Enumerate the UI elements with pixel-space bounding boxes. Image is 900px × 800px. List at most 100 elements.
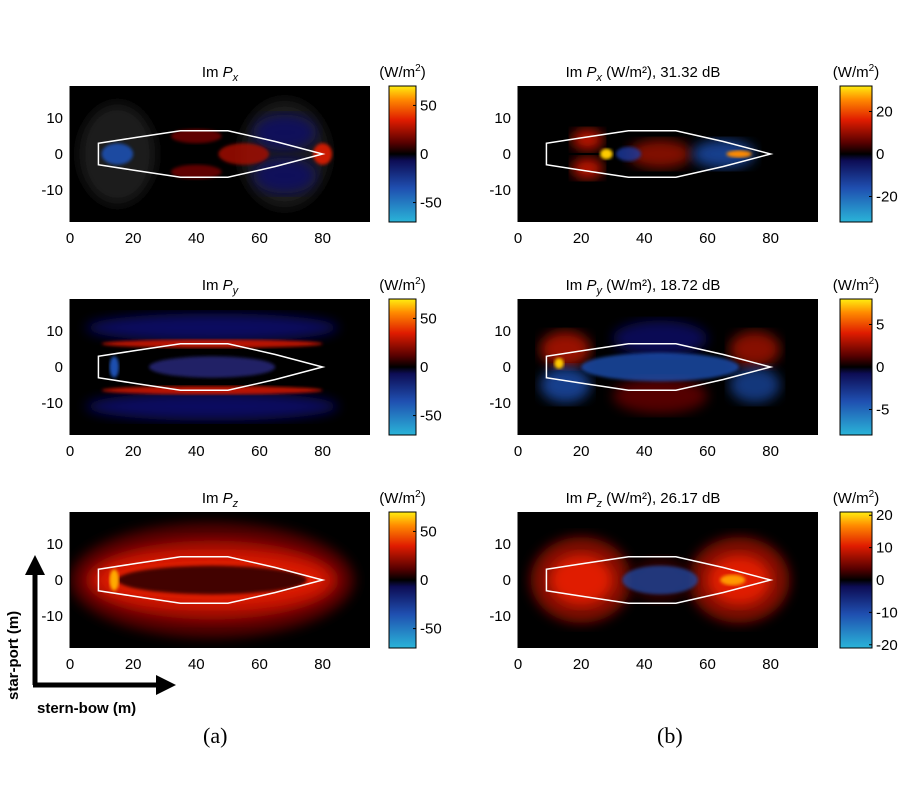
heatmap [70,299,370,435]
title-prefix: Im [202,490,223,507]
title-variable: P [223,64,233,81]
colorbar: (W/m2) 5 0 -5 [833,276,889,436]
colorbar: (W/m2) 50 0 -50 [379,276,442,436]
title-suffix: (W/m²), 18.72 dB [602,277,720,294]
field-region [571,128,604,151]
colorbar-gradient [388,511,417,649]
y-tick-label: 0 [503,146,511,163]
hull-outline [97,555,326,605]
x-tick-label: 80 [314,443,331,460]
unit-text: (W/m [833,64,869,81]
panel-title: Im Px [202,64,239,84]
unit-sup: 2 [415,63,421,74]
field-region [615,146,642,162]
x-tick-label: 20 [573,443,590,460]
field-region [540,367,591,403]
field-region [612,377,708,414]
x-tick-label: 20 [125,656,142,673]
title-subscript: z [232,498,239,510]
panel-title: Im Pz [202,490,239,510]
field-region [729,367,781,403]
x-tick-label: 40 [636,656,653,673]
colorbar-tick-label: 0 [420,359,428,376]
title-variable: P [223,490,233,507]
heatmap [518,512,818,648]
x-tick-label: 40 [636,230,653,247]
y-tick-label: 10 [494,110,511,127]
title-prefix: Im [202,277,223,294]
colorbar: (W/m2)20 10 0 -10 -20 [833,489,898,654]
y-tick-label: 10 [46,536,63,553]
unit-sup: 2 [415,276,421,287]
field-region [148,356,276,378]
x-tick-label: 40 [636,443,653,460]
colorbar-tick-label: 50 [420,310,437,327]
field-region [571,157,604,180]
x-tick-label: 40 [188,230,205,247]
colorbar-tick-label: 0 [876,359,884,376]
colorbar-tick-label: -50 [420,195,442,212]
unit-sup: 2 [869,489,875,500]
y-tick-label: 0 [55,359,63,376]
field-region [720,574,746,586]
field-region [549,554,613,606]
orientation-arrows: star-port (m) stern-bow (m) [5,555,176,717]
title-suffix: (W/m²), 31.32 dB [602,64,720,81]
field-region [109,569,119,591]
title-prefix: Im [566,64,587,81]
title-subscript: x [232,72,239,84]
x-tick-label: 0 [514,230,522,247]
colorbar-tick-label: -20 [876,637,898,654]
title-variable: P [586,490,596,507]
unit-end: ) [421,64,426,81]
y-tick-label: 10 [494,536,511,553]
panel-title: Im Px (W/m²), 31.32 dB [566,64,721,84]
colorbar-tick-label: 5 [876,317,884,334]
colorbar-tick-label: -20 [876,189,898,206]
x-tick-label: 0 [514,656,522,673]
field-region [253,157,317,194]
y-tick-label: 10 [494,323,511,340]
x-tick-label: 40 [188,656,205,673]
x-tick-label: 0 [66,443,74,460]
hull-outline [545,342,774,392]
unit-end: ) [874,64,879,81]
field-region [612,320,708,357]
unit-text: (W/m [379,490,415,507]
field-region [628,139,692,169]
x-tick-label: 80 [762,656,779,673]
colorbar-tick-label: 20 [876,507,893,524]
x-tick-label: 60 [699,230,716,247]
title-subscript: y [232,285,240,297]
panel-title: Im Py [202,277,240,297]
x-tick-label: 0 [514,443,522,460]
x-tick-label: 80 [314,656,331,673]
title-variable: P [586,64,596,81]
y-tick-label: 0 [503,572,511,589]
title-subscript: z [596,498,603,510]
heatmap [70,86,370,222]
x-tick-label: 0 [66,230,74,247]
star-port-arrow-head [25,555,45,575]
colorbar-tick-label: -10 [876,604,898,621]
field-region [85,313,339,342]
x-tick-label: 20 [573,230,590,247]
x-tick-label: 20 [125,230,142,247]
title-subscript: y [596,285,604,297]
x-tick-label: 80 [762,230,779,247]
unit-end: ) [874,277,879,294]
field-region [691,139,755,169]
y-tick-label: -10 [41,182,63,199]
title-variable: P [223,277,233,294]
x-tick-label: 60 [699,443,716,460]
y-tick-label: 10 [46,110,63,127]
x-tick-label: 20 [573,656,590,673]
colorbar: (W/m2) 20 0 -20 [833,63,898,223]
colorbar-unit: (W/m2) [379,276,425,294]
field-region [540,331,591,367]
x-tick-label: 60 [251,656,268,673]
colorbar-unit: (W/m2) [833,63,879,81]
